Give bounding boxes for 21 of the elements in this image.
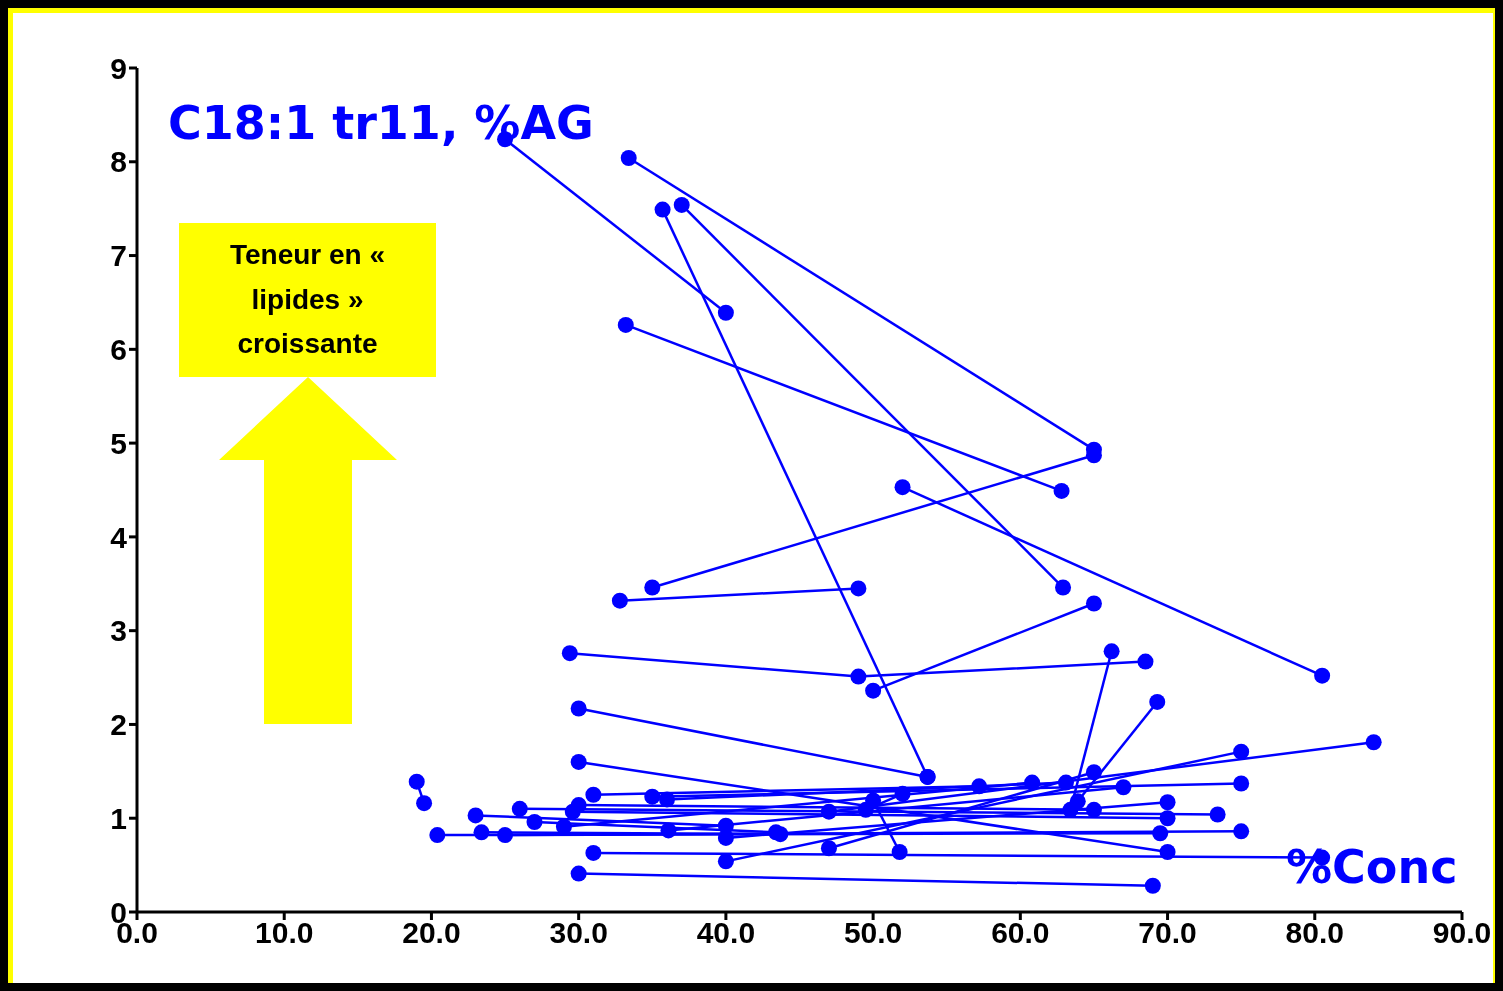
y-tick-label: 4 <box>110 520 128 554</box>
x-tick-label: 90.0 <box>1432 916 1492 950</box>
y-tick-label: 8 <box>110 145 127 179</box>
x-tick-label: 70.0 <box>1138 916 1197 950</box>
y-tick-label: 1 <box>110 801 127 835</box>
x-tick-label: 60.0 <box>991 916 1050 950</box>
x-tick-label: 10.0 <box>255 916 314 950</box>
x-axis-title: %Conc <box>1286 840 1458 894</box>
y-tick-label: 3 <box>110 614 127 648</box>
x-tick-label: 80.0 <box>1285 916 1344 950</box>
annotation: Teneur en « lipides » croissante <box>229 237 386 362</box>
y-tick-label: 7 <box>110 239 127 273</box>
x-tick-label: 20.0 <box>402 916 461 950</box>
y-tick-label: 6 <box>110 332 127 366</box>
y-tick-label: 5 <box>110 426 127 460</box>
y-tick-label: 9 <box>110 51 127 85</box>
x-tick-label: 40.0 <box>696 916 756 950</box>
x-tick-label: 50.0 <box>843 916 903 950</box>
x-tick-label: 30.0 <box>549 916 608 950</box>
y-axis-title: C18:1 tr11, %AG <box>168 96 594 150</box>
y-tick-label: 2 <box>110 708 127 742</box>
